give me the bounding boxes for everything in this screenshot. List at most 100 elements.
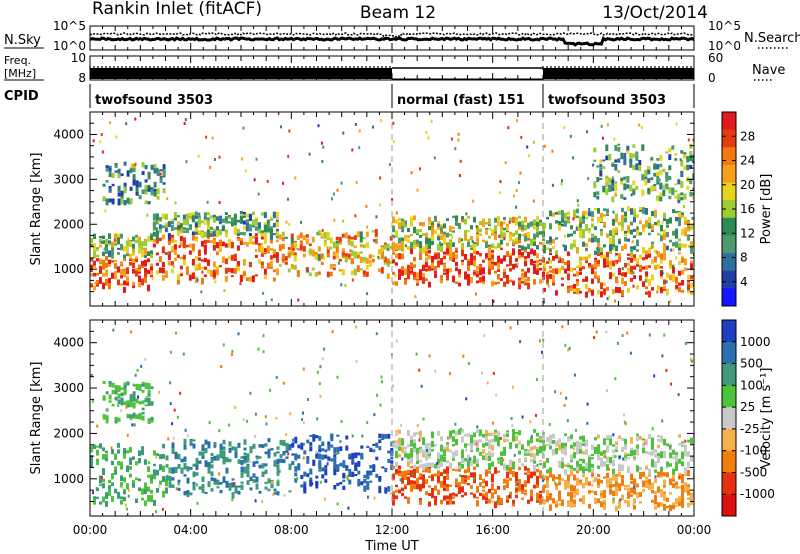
power-cell <box>117 192 121 197</box>
power-cell <box>123 182 127 186</box>
velocity-cell <box>663 438 666 446</box>
power-cell <box>615 286 618 293</box>
power-cell <box>410 220 413 227</box>
velocity-cell <box>110 446 113 450</box>
velocity-cell <box>321 448 325 452</box>
power-cell <box>338 268 342 272</box>
velocity-cell <box>319 394 322 398</box>
velocity-cell <box>684 482 687 489</box>
velocity-cell <box>654 469 657 473</box>
power-cell <box>320 253 324 259</box>
velocity-cbar-tick: 500 <box>740 357 763 371</box>
velocity-cell <box>645 439 648 446</box>
velocity-cell <box>558 461 561 464</box>
power-cell <box>161 225 165 229</box>
velocity-cell <box>521 445 524 450</box>
velocity-cell <box>108 489 111 497</box>
freq-label-1: Freq. <box>4 54 31 67</box>
power-cell <box>594 275 597 279</box>
power-cell <box>179 227 183 233</box>
power-cell <box>437 243 440 251</box>
velocity-cell <box>372 443 376 446</box>
velocity-cell <box>114 417 118 421</box>
power-cell <box>615 226 618 230</box>
power-cell <box>236 228 240 234</box>
velocity-cell <box>369 465 373 469</box>
power-cell <box>684 258 687 266</box>
velocity-cell <box>567 474 570 482</box>
velocity-cell <box>331 330 334 334</box>
velocity-cell <box>684 448 687 452</box>
velocity-cell <box>419 484 422 491</box>
velocity-cell <box>491 461 494 467</box>
velocity-cell <box>228 447 232 453</box>
velocity-cell <box>425 466 428 473</box>
velocity-cell <box>443 469 446 474</box>
power-cell <box>153 164 157 169</box>
power-cell <box>359 256 363 263</box>
power-cell <box>317 253 321 261</box>
power-cell <box>341 252 345 256</box>
velocity-cell <box>527 480 530 483</box>
power-cell <box>164 252 168 255</box>
power-cell <box>647 168 651 175</box>
velocity-cell <box>309 442 313 446</box>
velocity-cell <box>354 466 358 471</box>
velocity-cell <box>276 451 280 454</box>
velocity-cell <box>324 465 328 469</box>
power-cell <box>239 275 243 283</box>
velocity-cell <box>117 399 121 405</box>
power-cell <box>375 215 378 219</box>
velocity-cell <box>561 450 564 453</box>
velocity-cell <box>273 452 277 457</box>
power-cell <box>602 159 606 162</box>
power-cell <box>549 270 552 273</box>
velocity-cell <box>594 477 597 482</box>
velocity-cell <box>425 443 428 449</box>
velocity-cell <box>467 433 470 437</box>
power-cell <box>206 237 210 240</box>
power-cell <box>242 242 246 245</box>
power-cell <box>242 211 246 215</box>
velocity-cell <box>440 472 443 476</box>
power-cell <box>624 272 627 277</box>
power-cell <box>543 144 546 148</box>
power-cell <box>380 267 384 274</box>
power-cell <box>209 165 212 169</box>
power-cell <box>614 144 618 151</box>
velocity-cell <box>267 478 271 484</box>
power-cell <box>413 277 416 281</box>
velocity-cell <box>524 466 527 471</box>
velocity-cell <box>455 431 458 436</box>
velocity-cell <box>99 483 102 487</box>
power-cell <box>609 265 612 270</box>
power-cell <box>606 251 609 258</box>
power-cell <box>603 260 606 268</box>
power-cell <box>401 237 404 242</box>
velocity-cell <box>497 437 500 443</box>
velocity-cell <box>677 393 680 397</box>
velocity-cell <box>342 460 346 466</box>
power-cell <box>191 234 195 241</box>
power-cell <box>681 228 684 236</box>
power-cell <box>603 288 606 294</box>
power-cell <box>135 188 139 193</box>
velocity-cell <box>678 475 681 479</box>
power-cell <box>644 175 648 181</box>
velocity-cell <box>675 498 678 505</box>
power-cell <box>684 243 687 248</box>
power-cell <box>680 196 684 201</box>
velocity-cell <box>416 478 419 485</box>
power-cell <box>573 231 576 235</box>
power-cell <box>461 259 464 263</box>
velocity-cell <box>543 462 546 468</box>
power-cell <box>320 261 324 266</box>
velocity-cell <box>684 341 687 345</box>
power-cell <box>674 153 678 156</box>
power-cell <box>296 248 300 251</box>
velocity-cell <box>536 378 538 381</box>
velocity-cell <box>506 482 509 488</box>
velocity-cell <box>485 430 488 435</box>
power-cell <box>638 166 642 171</box>
